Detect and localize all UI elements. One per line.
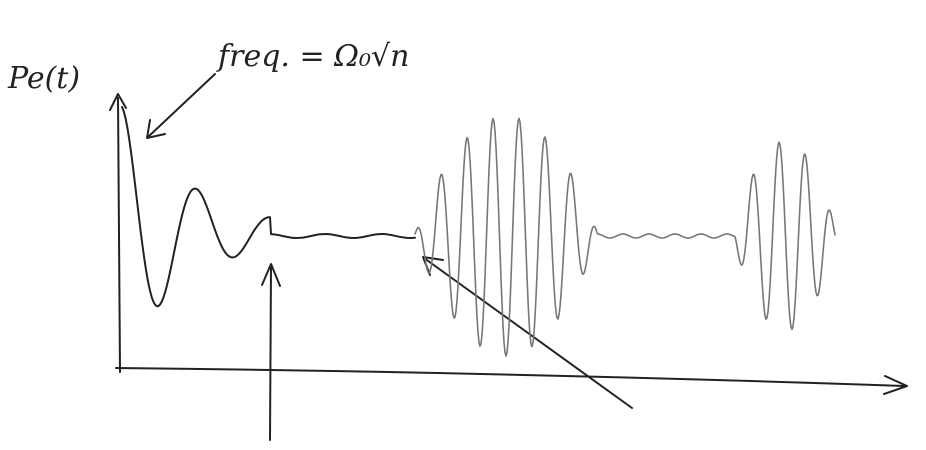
axis-label: Pe(t) (7, 61, 80, 96)
x-axis (116, 368, 905, 386)
arrow (424, 258, 632, 408)
page: Pe(t) freq. = Ω₀√n (() => { const data =… (0, 0, 926, 450)
annotation: freq. = Ω₀√n (216, 39, 409, 74)
sketch: Pe(t) freq. = Ω₀√n (0, 0, 926, 450)
y-axis (118, 98, 120, 372)
arrow (148, 74, 215, 137)
damped-oscillation (122, 107, 415, 306)
arrow (270, 268, 271, 440)
revival-oscillation (415, 118, 835, 356)
